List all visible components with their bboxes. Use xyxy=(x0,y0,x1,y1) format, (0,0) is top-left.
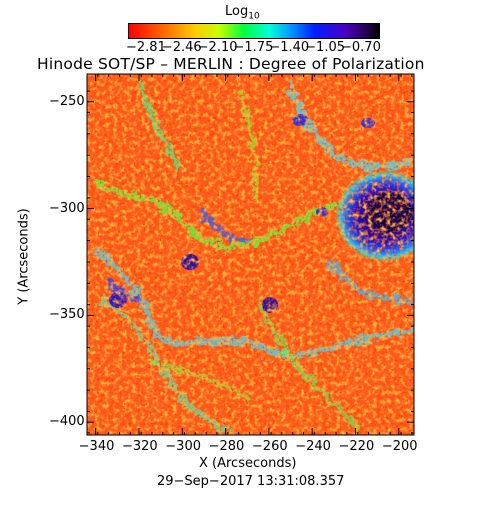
colorbar-tick-label: −1.05 xyxy=(305,40,345,55)
y-axis-label: Y (Arcseconds) xyxy=(16,208,32,305)
x-tick-label: −340 xyxy=(78,439,115,454)
colorbar-tick-label: −1.40 xyxy=(269,40,310,55)
x-tick-label: −320 xyxy=(121,439,158,454)
plot-title: Hinode SOT/SP – MERLIN : Degree of Polar… xyxy=(37,55,425,73)
axis-ticks xyxy=(86,74,414,435)
polarization-image xyxy=(87,74,414,435)
y-tick-label: −400 xyxy=(49,414,85,430)
x-tick-label: −260 xyxy=(251,439,288,454)
colorbar-label-main: Log xyxy=(225,4,249,19)
colorbar-tick-label: −2.10 xyxy=(197,40,238,55)
y-tick-label: −250 xyxy=(49,93,85,109)
colorbar xyxy=(128,23,380,39)
x-tick-label: −280 xyxy=(208,439,245,454)
x-tick-label: −300 xyxy=(165,439,201,454)
x-tick-label: −240 xyxy=(295,439,331,454)
timestamp: 29−Sep−2017 13:31:08.357 xyxy=(157,474,345,489)
y-tick-label: −300 xyxy=(49,200,85,216)
plot-frame xyxy=(86,73,415,436)
texture xyxy=(87,74,414,435)
colorbar-tick-label: −2.46 xyxy=(161,40,202,55)
x-axis-label: X (Arcseconds) xyxy=(199,456,297,471)
colorbar-tick-label: −2.81 xyxy=(126,40,166,55)
y-tick-label: −350 xyxy=(49,307,85,323)
colorbar-tick-label: −0.70 xyxy=(341,40,381,55)
colorbar-tick-label: −1.75 xyxy=(233,40,274,55)
colorbar-label-sub: 10 xyxy=(248,11,260,22)
colorbar-label: Log10 xyxy=(225,4,260,22)
x-tick-label: −220 xyxy=(338,439,375,454)
x-tick-label: −200 xyxy=(381,439,418,454)
